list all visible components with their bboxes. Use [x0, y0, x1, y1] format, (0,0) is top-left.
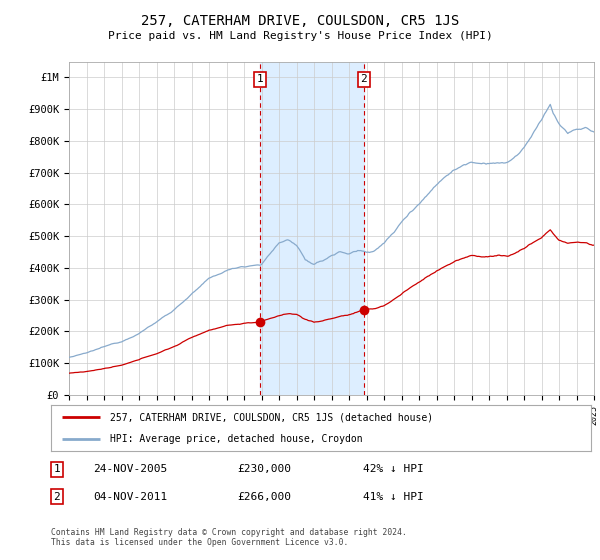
Text: HPI: Average price, detached house, Croydon: HPI: Average price, detached house, Croy…	[110, 435, 363, 444]
Text: 1: 1	[53, 464, 61, 474]
Text: 257, CATERHAM DRIVE, COULSDON, CR5 1JS (detached house): 257, CATERHAM DRIVE, COULSDON, CR5 1JS (…	[110, 412, 434, 422]
Text: £266,000: £266,000	[237, 492, 291, 502]
Text: Price paid vs. HM Land Registry's House Price Index (HPI): Price paid vs. HM Land Registry's House …	[107, 31, 493, 41]
Text: 1: 1	[256, 74, 263, 85]
Text: 04-NOV-2011: 04-NOV-2011	[93, 492, 167, 502]
Text: £230,000: £230,000	[237, 464, 291, 474]
Bar	[260, 62, 364, 395]
Text: 2: 2	[361, 74, 367, 85]
Text: 41% ↓ HPI: 41% ↓ HPI	[363, 492, 424, 502]
Text: 257, CATERHAM DRIVE, COULSDON, CR5 1JS: 257, CATERHAM DRIVE, COULSDON, CR5 1JS	[141, 14, 459, 28]
Text: 42% ↓ HPI: 42% ↓ HPI	[363, 464, 424, 474]
Text: Contains HM Land Registry data © Crown copyright and database right 2024.
This d: Contains HM Land Registry data © Crown c…	[51, 528, 407, 547]
Text: 24-NOV-2005: 24-NOV-2005	[93, 464, 167, 474]
Text: 2: 2	[53, 492, 61, 502]
